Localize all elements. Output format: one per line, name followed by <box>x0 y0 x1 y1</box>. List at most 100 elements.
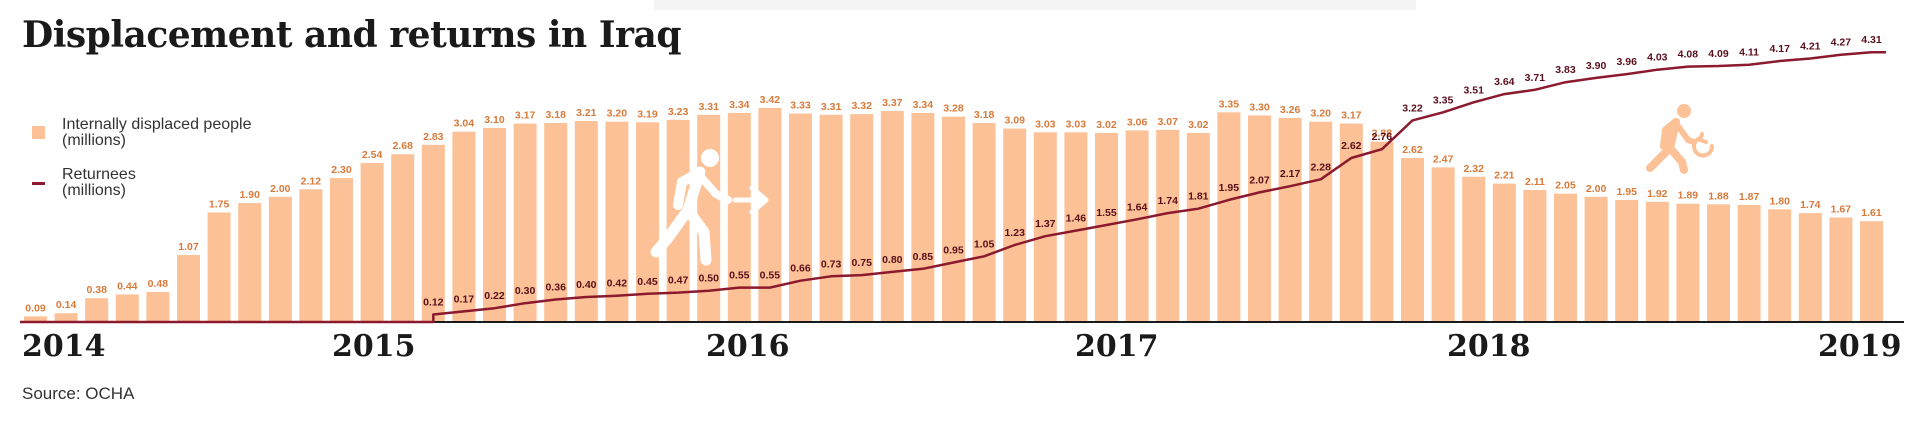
chart-title: Displacement and returns in Iraq <box>22 14 682 56</box>
idp-bar <box>1309 121 1333 323</box>
returnee-label: 0.85 <box>913 251 934 263</box>
idp-bar-label: 3.02 <box>1096 119 1117 131</box>
idp-bar <box>24 316 47 322</box>
idp-bar-label: 2.62 <box>1402 144 1423 156</box>
idp-bar-label: 2.54 <box>362 149 383 161</box>
idp-bar <box>1339 123 1363 322</box>
idp-bar-label: 0.09 <box>25 302 46 314</box>
idp-bar <box>360 162 384 322</box>
idp-bar-label: 3.17 <box>515 110 536 122</box>
idp-bar <box>1186 132 1210 322</box>
idp-bar-label: 2.32 <box>1463 163 1484 175</box>
idp-bar <box>146 291 170 322</box>
idp-bar <box>880 111 904 323</box>
returnee-label: 2.07 <box>1249 174 1270 186</box>
idp-bar <box>1278 117 1302 322</box>
idp-bar-label: 3.07 <box>1157 116 1178 128</box>
idp-bar-label: 2.21 <box>1494 170 1515 182</box>
idp-bar-label: 1.87 <box>1739 191 1760 203</box>
idp-bar-label: 1.89 <box>1678 190 1699 202</box>
idp-bar-label: 3.10 <box>484 114 505 126</box>
idp-bar-label: 1.74 <box>1800 199 1821 211</box>
idp-bar-label: 3.21 <box>576 107 597 119</box>
legend-label-idp: Internally displaced people <box>62 116 252 133</box>
idp-bar <box>299 189 323 322</box>
idp-bar <box>819 114 843 322</box>
idp-bar <box>544 122 568 322</box>
idp-bar-label: 2.11 <box>1525 176 1545 188</box>
idp-bar <box>1003 128 1027 322</box>
idp-bar-label: 3.34 <box>913 99 934 111</box>
idp-bar <box>605 121 629 323</box>
returnee-label: 0.95 <box>943 245 964 257</box>
idp-bar-label: 3.33 <box>790 100 811 112</box>
idp-bar-label: 1.95 <box>1616 186 1637 198</box>
idp-bar <box>1033 132 1057 322</box>
idp-bar-label: 0.48 <box>148 278 169 290</box>
idp-bar <box>238 203 262 322</box>
idp-bar <box>483 127 506 322</box>
idp-bar <box>1860 221 1883 322</box>
returnee-label: 0.55 <box>729 270 750 282</box>
returnee-label: 2.62 <box>1341 140 1362 152</box>
idp-bar-label: 2.83 <box>423 131 444 143</box>
idp-bar <box>268 196 292 322</box>
returnee-label: 3.35 <box>1433 94 1454 106</box>
returnee-label: 2.17 <box>1280 168 1301 180</box>
idp-bar <box>1554 193 1577 322</box>
idp-bar-label: 1.61 <box>1861 207 1882 219</box>
returnee-label: 2.28 <box>1310 161 1331 173</box>
returnee-label: 0.40 <box>576 279 597 291</box>
returnee-label: 0.75 <box>851 257 872 269</box>
idp-bar-label: 1.88 <box>1708 190 1729 202</box>
returnee-label: 1.81 <box>1188 191 1209 203</box>
person-returning-icon <box>1646 104 1714 174</box>
idp-bar <box>850 114 874 322</box>
idp-bar-label: 2.00 <box>1586 183 1607 195</box>
idp-bar <box>636 122 659 322</box>
returnee-label: 0.22 <box>484 290 505 302</box>
returnee-label: 1.55 <box>1096 207 1117 219</box>
idp-bar-label: 3.02 <box>1188 119 1209 131</box>
idp-bar-label: 3.19 <box>637 108 658 120</box>
idp-bar-label: 3.26 <box>1280 104 1301 116</box>
legend-label-returnees: Returnees <box>62 166 136 183</box>
person-leaving-icon <box>650 149 769 266</box>
idp-bar <box>1125 130 1149 322</box>
idp-bar-label: 0.38 <box>86 284 107 296</box>
idp-bar <box>1370 141 1394 322</box>
idp-bar-label: 3.32 <box>851 100 872 112</box>
legend: Internally displaced people (millions) R… <box>32 117 251 199</box>
idp-bar <box>54 313 78 322</box>
idp-bar <box>758 107 782 323</box>
returnee-label: 1.23 <box>1004 227 1025 239</box>
idp-bar <box>391 154 415 322</box>
returnee-label: 1.37 <box>1035 218 1056 230</box>
idp-bar <box>1737 204 1761 322</box>
returnee-label: 3.64 <box>1494 76 1515 88</box>
idp-bar <box>1492 183 1516 322</box>
returnee-label: 0.45 <box>637 276 658 288</box>
idp-bar-label: 1.67 <box>1831 203 1852 215</box>
returnee-label: 1.05 <box>974 238 995 250</box>
legend-unit-returnees: (millions) <box>62 182 126 199</box>
idp-bar <box>1829 217 1853 322</box>
idp-bar-label: 3.20 <box>1310 108 1331 120</box>
idp-bar-label: 3.23 <box>668 106 689 118</box>
returnee-label: 4.31 <box>1861 34 1882 46</box>
returnee-label: 0.50 <box>698 273 719 285</box>
idp-bar-label: 0.44 <box>117 280 138 292</box>
idp-bar-label: 1.80 <box>1769 195 1790 207</box>
idp-bar <box>1064 132 1088 322</box>
idp-bar <box>207 212 231 322</box>
idp-bar <box>1798 213 1822 322</box>
idp-bar <box>911 112 935 322</box>
legend-item-idp: Internally displaced people (millions) <box>32 117 251 149</box>
idp-bar <box>1676 203 1700 322</box>
idp-bar-labels: 0.09 0.14 0.38 0.44 0.48 1.07 1.75 1.90 2.00 2.12… <box>25 94 1882 314</box>
idp-bar <box>1156 129 1180 322</box>
idp-bar-label: 3.31 <box>821 101 842 113</box>
x-axis-years: 2014 2015 2016 2017 2018 2019 <box>22 329 1902 364</box>
idp-bar-label: 3.31 <box>698 101 719 113</box>
returnee-label: 4.17 <box>1769 43 1790 55</box>
